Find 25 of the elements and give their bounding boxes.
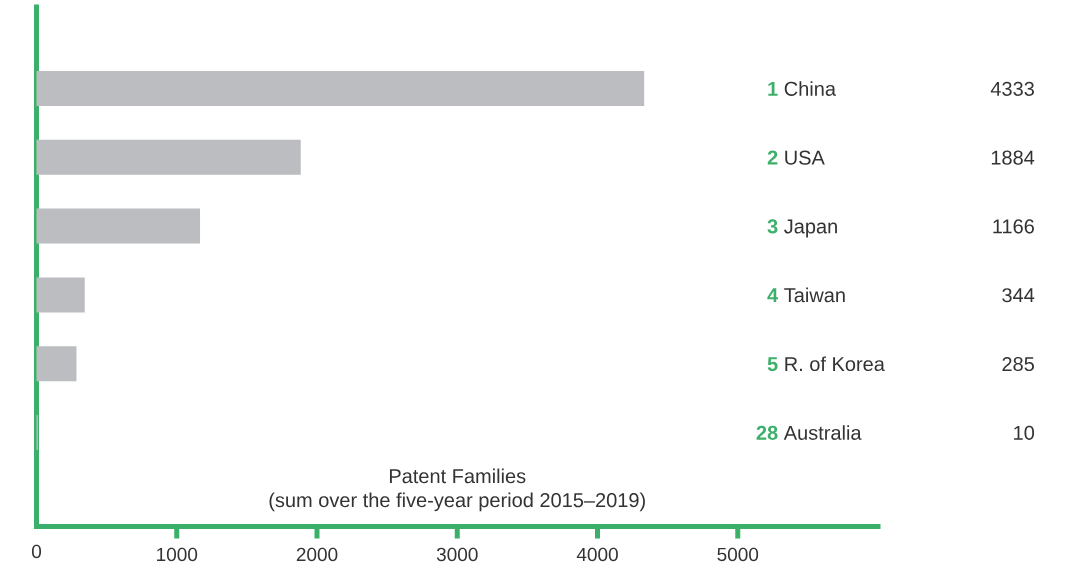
bar [36, 139, 301, 175]
y-tick-label: 5 R. of Korea [767, 356, 885, 372]
data-label: 4333 [990, 81, 1034, 96]
data-label: 10 [1014, 425, 1035, 440]
x-tick-label: 3000 [436, 547, 478, 562]
bar [36, 277, 85, 313]
y-tick-label: 1 China [768, 81, 836, 96]
bar [36, 71, 645, 106]
bar [36, 208, 201, 244]
annotation: (sum over the five-year period 2015–2019) [269, 492, 645, 512]
x-tick-label: 4000 [576, 547, 618, 562]
data-label: 1166 [993, 219, 1034, 234]
bar [36, 346, 77, 382]
y-tick-label: 2 USA [767, 150, 825, 165]
y-tick-label: 4 Taiwan [767, 287, 845, 303]
data-label: 285 [1002, 356, 1034, 372]
x-tick-label: 0 [31, 544, 42, 559]
y-tick-label: 28 Australia [756, 425, 862, 440]
x-axis-title: Patent Families [389, 468, 526, 484]
data-label: 1884 [991, 150, 1035, 165]
x-tick-label: 1000 [157, 547, 198, 562]
x-tick-label: 2000 [296, 547, 338, 562]
data-label: 344 [1002, 288, 1035, 303]
y-tick-label: 3 Japan [767, 219, 837, 238]
x-tick-label: 5000 [717, 547, 759, 562]
